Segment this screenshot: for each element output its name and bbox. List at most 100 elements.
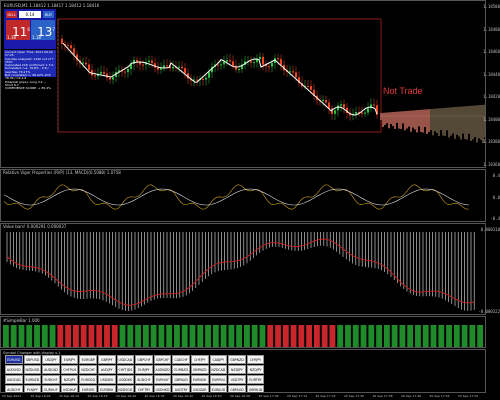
symbol-button-usdsek[interactable]: USDSEK (97, 375, 116, 384)
symbol-button-gbpnzd[interactable]: GBPNZD (190, 365, 209, 374)
symbol-button-gbpaud[interactable]: GBPAUD (246, 385, 265, 392)
symbol-grid: EURUSD GBPUSD USDJPY EURJPY EURGBP GBPJPY USDC… (5, 355, 265, 392)
time-axis: 20 Sep 2021 20 Sep 16:02 20 Sep 16:10 20 Se… (0, 393, 486, 400)
candle-body (142, 64, 144, 66)
symbol-button-cadchf[interactable]: CADCHF (172, 355, 190, 364)
symbol-button-audusd[interactable]: AUDUSD (5, 365, 23, 374)
symbol-button-eurtry[interactable]: EURTRY (246, 375, 265, 384)
symbol-button-eurusd[interactable]: EURUSD (5, 355, 23, 364)
symbol-button-audjpy[interactable]: AUDJPY (97, 365, 116, 374)
candle-body (256, 58, 258, 63)
time-label: 20 Sep 17:06 (258, 394, 279, 398)
price-axis: 1.18500 1.18480 1.18460 1.18440 1.18420 1.184… (483, 0, 500, 168)
simple-bar-block (407, 325, 414, 347)
simple-bar-panel[interactable]: #SimpleBar 1.000 (0, 316, 486, 348)
symbol-button-cadjpy[interactable]: CADJPY (209, 355, 228, 364)
symbol-button-usdhkd[interactable]: USDHKD (153, 385, 172, 392)
candle-body (241, 64, 243, 69)
simple-bar-block (88, 325, 95, 347)
symbol-button-nzdcad[interactable]: NZDCAD (209, 365, 228, 374)
sell-button[interactable]: SELL (6, 11, 17, 18)
symbol-button-eurgbp[interactable]: EURGBP (79, 355, 97, 364)
axis-label: 0.000310 (480, 227, 500, 232)
symbol-button-usdtry[interactable]: USDTRY (228, 375, 246, 384)
symbol-button-nzdusd[interactable]: NZDUSD (23, 365, 42, 374)
lot-size-input[interactable]: 0.14 (19, 11, 41, 18)
symbol-button-plnjpy[interactable]: PLNJPY (23, 385, 42, 392)
symbol-button-eurhuf[interactable]: EURHUF (42, 385, 60, 392)
symbol-button-eurdkk[interactable]: EURDKK (97, 385, 116, 392)
symbol-button-chftjds[interactable]: CHFTJDS (116, 365, 135, 374)
rvi-indicator-panel[interactable]: Relative Vigor Properties (RVP) (13, MAC… (0, 169, 486, 222)
candle-body (184, 68, 186, 74)
symbol-button-usddkk[interactable]: USDDKK (116, 375, 135, 384)
symbol-button-audcad[interactable]: AUDCAD (5, 375, 23, 384)
buy-button[interactable]: BUY (43, 11, 54, 18)
candle-body (268, 66, 270, 68)
symbol-button-nzdjpy[interactable]: NZDJPY (228, 365, 246, 374)
candle-body (325, 99, 327, 103)
symbol-button-nzdchf[interactable]: NZDCHF (79, 365, 97, 374)
symbol-button-eursgd[interactable]: EURSGD (79, 375, 97, 384)
axis-label: 0.0 (492, 194, 500, 200)
axis-label: 1.18480 (483, 26, 500, 32)
symbol-button-eurnok[interactable]: EURNOK (190, 375, 209, 384)
candle-body (250, 61, 252, 63)
symbol-button-eurnzd[interactable]: EURNZD (23, 375, 42, 384)
symbol-button-audtry[interactable]: AUDTRY (172, 385, 190, 392)
symbol-button-chfpln[interactable]: CHFPLN (60, 365, 79, 374)
candle-body (124, 71, 126, 73)
simple-bar-block (275, 325, 281, 347)
candle-body (172, 66, 174, 69)
symbol-button-usdzar[interactable]: USDZAR (190, 385, 209, 392)
simple-bar-block (205, 325, 211, 347)
symbol-button-audchf[interactable]: AUDCHF (135, 375, 153, 384)
symbol-button-usdhuf[interactable]: USDHUF (60, 385, 79, 392)
symbol-button-nzdjpy[interactable]: NZDJPY (246, 365, 265, 374)
symbol-button-nzdsgd[interactable]: NZDSGD (116, 385, 135, 392)
symbol-button-gbpaud[interactable]: GBPAUD (172, 375, 190, 384)
candle-body (376, 105, 378, 115)
symbol-button-chfjpy[interactable]: CHFJPY (246, 355, 265, 364)
symbol-button-gbpnzd[interactable]: GBPNZD (228, 355, 246, 364)
symbol-button-gbpusd[interactable]: GBPUSD (23, 355, 42, 364)
symbol-button-gbpjpy[interactable]: GBPJPY (97, 355, 116, 364)
symbol-button-eurjpy[interactable]: EURJPY (135, 365, 153, 374)
axis-label: 1.18400 (483, 116, 500, 122)
symbol-button-chftry[interactable]: CHFTRY (135, 385, 153, 392)
candle-body (289, 71, 291, 73)
symbol-button-eurchf[interactable]: EURCHF (42, 375, 60, 384)
symbol-button-eurjpy[interactable]: EURJPY (60, 355, 79, 364)
price-chart-panel[interactable]: EURUSD,M1 1.18412 1.18417 1.18412 1.1841… (0, 0, 486, 168)
simple-bar-block (41, 325, 48, 347)
symbol-button-gbpchf[interactable]: GBPCHF (135, 355, 153, 364)
sell-price-quote[interactable]: 1.18 116 (6, 20, 30, 40)
candle-body (220, 64, 222, 66)
symbol-button-gbpaud[interactable]: GBPAUD (228, 385, 246, 392)
candle-body (232, 61, 234, 66)
symbol-button-nzdjpy[interactable]: NZDJPY (60, 375, 79, 384)
candle-body (133, 59, 135, 64)
symbol-button-eursek[interactable]: EURSEK (79, 385, 97, 392)
symbol-button-audnzd[interactable]: AUDNZD (153, 365, 172, 374)
time-label: 20 Sep 17:54 (429, 394, 450, 398)
candle-body (277, 58, 279, 60)
buy-price-quote[interactable]: 1.18 137 (31, 20, 55, 40)
candle-body (313, 89, 315, 96)
simple-bar-block (345, 325, 351, 347)
candle-body (73, 48, 75, 55)
symbol-button-audchf[interactable]: AUDCHF (5, 385, 23, 392)
candle-body (109, 77, 111, 80)
symbol-button-euraud[interactable]: EURAUD (209, 385, 228, 392)
symbol-button-gbpchf[interactable]: GBPCHF (153, 355, 172, 364)
simple-bar-block (282, 325, 289, 347)
symbol-button-eurhuf[interactable]: EURHUF (153, 375, 172, 384)
info-line: Current Open Time: 2021.09.20 17:25 (5, 50, 53, 58)
symbol-button-audcad[interactable]: AUDCAD (42, 365, 60, 374)
symbol-button-usdcad[interactable]: USDCAD (116, 355, 135, 364)
value-bars-panel[interactable]: Value bars! 0.000291 0.000037 (0, 223, 486, 315)
symbol-button-eurpln[interactable]: EURPLN (209, 375, 228, 384)
symbol-button-eurnzd[interactable]: EURNZD (172, 365, 190, 374)
symbol-button-usdjpy[interactable]: USDJPY (42, 355, 60, 364)
symbol-button-chfjpy[interactable]: CHFJPY (190, 355, 209, 364)
